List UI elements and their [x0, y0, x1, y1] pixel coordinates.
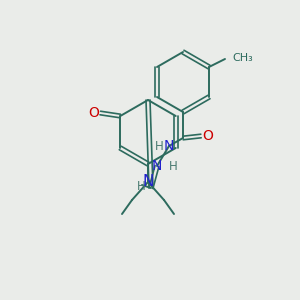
Text: N: N	[142, 175, 154, 190]
Text: H: H	[136, 179, 146, 193]
Text: N: N	[152, 159, 162, 173]
Text: N: N	[164, 139, 174, 153]
Text: O: O	[202, 129, 213, 143]
Text: CH₃: CH₃	[232, 53, 253, 63]
Text: H: H	[155, 140, 164, 152]
Text: H: H	[169, 160, 178, 172]
Text: O: O	[88, 106, 99, 120]
